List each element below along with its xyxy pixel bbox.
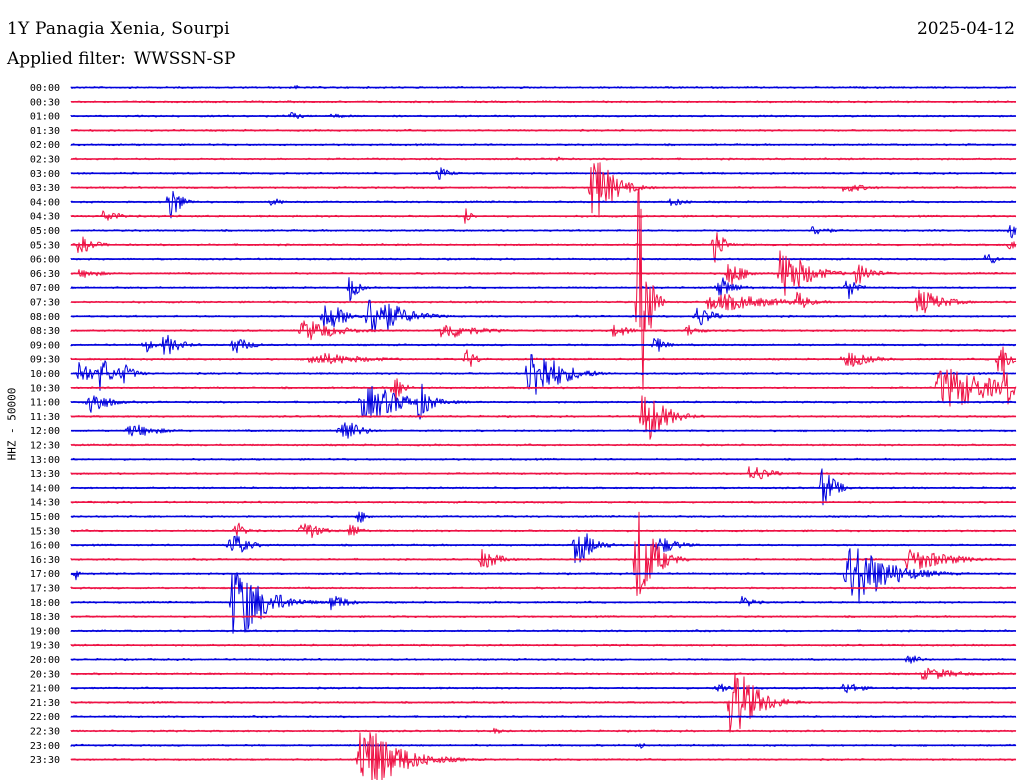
filter-label: Applied filter: [7,49,126,69]
tick-label: 00:30 [30,97,60,108]
trace-0530 [70,232,1017,263]
trace-1600 [70,533,1017,564]
tick-label: 15:00 [30,512,60,523]
tick-label: 04:30 [30,212,60,223]
tick-label: 01:30 [30,126,60,137]
tick-label: 14:30 [30,498,60,509]
trace-0700 [70,277,1017,302]
tick-label: 11:00 [30,398,60,409]
tick-label: 08:00 [30,312,60,323]
tick-label: 18:00 [30,598,60,609]
tick-label: 09:00 [30,340,60,351]
tick-label: 06:00 [30,255,60,266]
tick-label: 20:00 [30,655,60,666]
tick-label: 02:00 [30,140,60,151]
tick-label: 10:00 [30,369,60,380]
tick-label: 09:30 [30,355,60,366]
trace-0400 [70,190,1017,219]
tick-label: 10:30 [30,383,60,394]
tick-label: 07:00 [30,283,60,294]
tick-label: 23:00 [30,741,60,752]
tick-label: 08:30 [30,326,60,337]
tick-label: 19:30 [30,641,60,652]
trace-0330 [70,162,1017,216]
tick-label: 05:30 [30,240,60,251]
tick-label: 21:30 [30,698,60,709]
tick-label: 23:30 [30,755,60,766]
trace-0500 [70,225,1017,239]
tick-label: 03:00 [30,169,60,180]
tick-label: 03:30 [30,183,60,194]
tick-label: 05:00 [30,226,60,237]
tick-label: 00:00 [30,83,60,94]
tick-label: 22:00 [30,712,60,723]
tick-label: 17:30 [30,584,60,595]
tick-label: 20:30 [30,669,60,680]
station-title: 1Y Panagia Xenia, Sourpi [7,19,230,39]
tick-label: 06:30 [30,269,60,280]
filter-value: WWSSN-SP [133,49,236,69]
tick-label: 04:00 [30,197,60,208]
tick-label: 13:00 [30,455,60,466]
tick-label: 12:30 [30,441,60,452]
trace-1630 [70,511,1017,596]
tick-label: 01:00 [30,112,60,123]
tick-label: 19:00 [30,626,60,637]
tick-label: 12:00 [30,426,60,437]
tick-label: 11:30 [30,412,60,423]
tick-label: 13:30 [30,469,60,480]
tick-label: 18:30 [30,612,60,623]
tick-label: 02:30 [30,155,60,166]
trace-1700 [70,548,1017,604]
tick-label: 16:00 [30,541,60,552]
plot-date: 2025-04-12 [916,19,1015,39]
tick-label: 07:30 [30,298,60,309]
tick-label: 21:00 [30,684,60,695]
trace-1330 [70,466,1017,480]
tick-label: 16:30 [30,555,60,566]
tick-label: 17:00 [30,569,60,580]
tick-label: 15:30 [30,526,60,537]
tick-label: 14:00 [30,483,60,494]
tick-label: 22:30 [30,727,60,738]
trace-2330 [70,732,1017,780]
filter-info: Applied filter: WWSSN-SP [7,49,235,69]
